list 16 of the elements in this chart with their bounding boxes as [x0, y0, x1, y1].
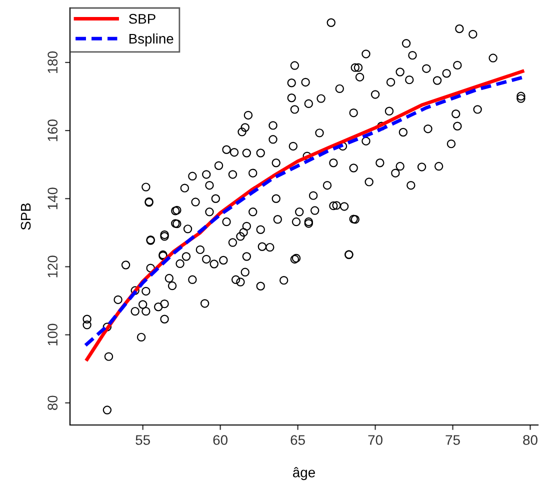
x-tick-label: 70: [368, 435, 382, 445]
x-tick-label: 75: [446, 435, 460, 445]
y-tick-label: 160: [48, 120, 58, 142]
y-tick-label: 120: [48, 256, 58, 278]
legend-label: SBP: [128, 14, 156, 24]
y-tick-label: 180: [48, 51, 58, 73]
y-tick-label: 80: [48, 396, 58, 410]
y-tick-label: 100: [48, 324, 58, 346]
x-tick-label: 65: [290, 435, 305, 445]
x-tick-label: 60: [213, 435, 228, 445]
y-axis-title: SPB: [20, 203, 31, 230]
x-tick-label: 55: [136, 435, 150, 445]
y-tick-label: 140: [48, 188, 58, 210]
x-tick-label: 80: [523, 435, 538, 445]
x-axis-title: âge: [293, 467, 315, 480]
legend-label: Bspline: [129, 33, 174, 46]
